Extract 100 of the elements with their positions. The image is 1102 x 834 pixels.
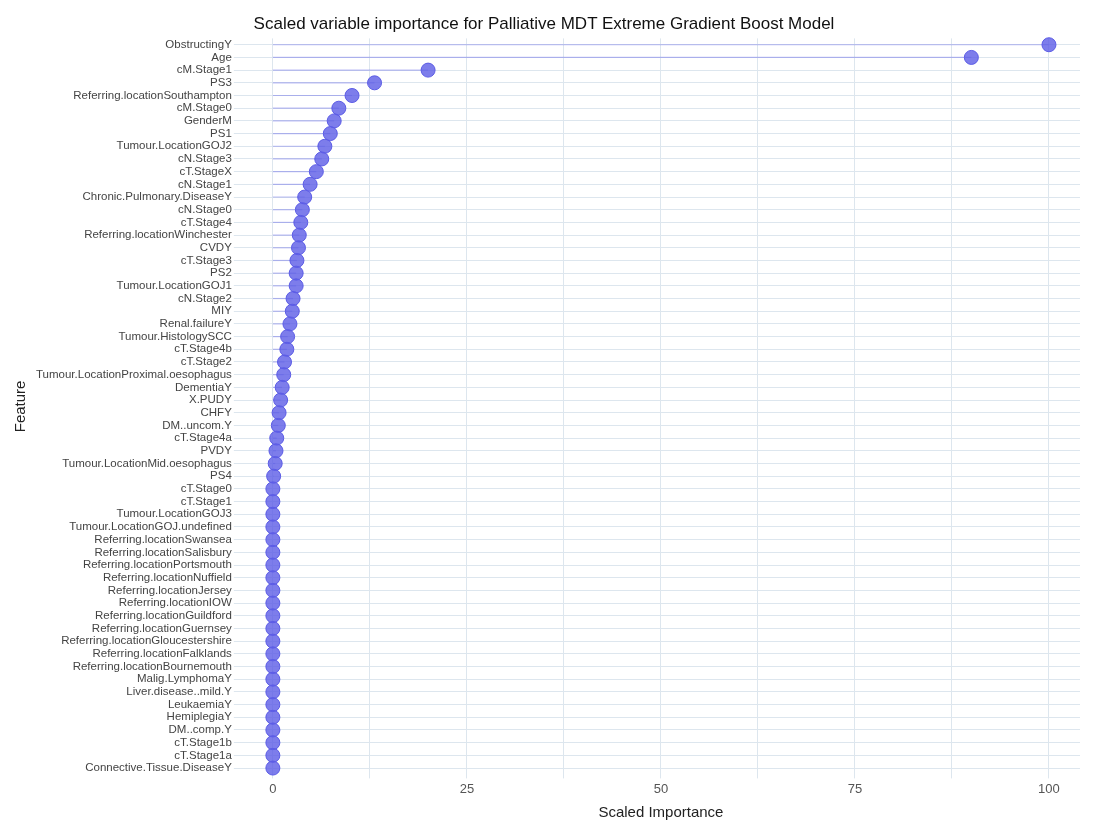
point	[280, 329, 296, 345]
y-tick-label: Tumour.LocationGOJ.undefined	[69, 520, 232, 533]
y-tick-label: cN.Stage3	[178, 152, 232, 165]
point	[265, 747, 281, 763]
y-tick-label: CHFY	[200, 405, 233, 418]
point	[265, 709, 281, 725]
point	[265, 684, 281, 700]
x-tick-label: 75	[847, 780, 863, 796]
point	[265, 544, 281, 560]
point	[322, 126, 338, 142]
y-tick-label: PVDY	[200, 443, 233, 456]
x-tick-label: 25	[459, 780, 475, 796]
chart-title: Scaled variable importance for Palliative MDT Extreme Gradient Boost Model	[253, 13, 835, 33]
point	[276, 367, 292, 383]
y-tick-label: cT.Stage0	[180, 482, 232, 495]
point	[963, 49, 979, 65]
point	[265, 760, 281, 776]
point	[265, 608, 281, 624]
x-tick-label: 100	[1038, 780, 1060, 796]
y-tick-label: cT.Stage4b	[174, 342, 232, 355]
point	[331, 100, 347, 116]
point	[265, 697, 281, 713]
point	[294, 202, 310, 218]
point	[265, 557, 281, 573]
y-tick-label: Malig.LymphomaY	[137, 672, 233, 685]
point	[367, 75, 383, 91]
point	[420, 62, 436, 78]
y-tick-label: Referring.locationBournemouth	[72, 659, 232, 672]
y-tick-label: DM..comp.Y	[168, 723, 233, 736]
point	[285, 291, 301, 307]
point	[265, 620, 281, 636]
y-tick-label: Chronic.Pulmonary.DiseaseY	[82, 190, 233, 203]
x-axis-title: Scaled Importance	[598, 803, 724, 821]
point	[265, 646, 281, 662]
y-tick-label: Referring.locationSwansea	[94, 532, 233, 545]
y-tick-label: LeukaemiaY	[167, 697, 233, 710]
point	[267, 456, 283, 471]
point	[268, 443, 284, 459]
point	[269, 430, 285, 446]
y-tick-label: cT.Stage4a	[174, 431, 233, 444]
y-tick-label: CVDY	[199, 240, 233, 253]
y-tick-label: cT.Stage1b	[174, 735, 232, 748]
y-tick-label: Referring.locationFalklands	[92, 647, 233, 660]
point	[274, 379, 290, 395]
point	[265, 481, 281, 497]
point	[302, 176, 318, 192]
point	[344, 88, 360, 103]
point	[314, 151, 330, 167]
point	[265, 506, 281, 522]
y-tick-label: cT.Stage3	[180, 253, 232, 266]
point	[308, 164, 324, 180]
y-tick-label: Tumour.LocationGOJ3	[116, 507, 232, 520]
y-tick-label: cM.Stage0	[176, 101, 232, 114]
x-tick-label: 50	[653, 780, 669, 796]
point	[265, 595, 281, 611]
point	[273, 392, 289, 408]
y-tick-label: Referring.locationPortsmouth	[82, 558, 232, 571]
y-tick-label: Tumour.HistologySCC	[118, 329, 232, 342]
y-tick-label: Referring.locationNuffield	[102, 570, 232, 583]
point	[1041, 37, 1057, 53]
y-tick-label: HemiplegiaY	[166, 710, 233, 723]
point	[265, 570, 281, 586]
y-tick-label: Referring.locationJersey	[107, 583, 233, 596]
point	[265, 494, 281, 510]
point	[282, 316, 298, 332]
point	[265, 722, 281, 738]
y-tick-label: PS1	[210, 126, 232, 139]
y-tick-label: Referring.locationGuernsey	[91, 621, 233, 634]
y-tick-label: Connective.Tissue.DiseaseY	[85, 761, 233, 774]
y-tick-label: X.PUDY	[189, 393, 233, 406]
point	[279, 341, 295, 357]
y-tick-label: ObstructingY	[165, 37, 233, 50]
y-axis-title: Feature	[11, 380, 29, 433]
point	[326, 113, 342, 129]
y-tick-label: cM.Stage1	[176, 63, 232, 76]
point	[265, 671, 281, 687]
point	[277, 354, 293, 370]
y-tick-label: Tumour.LocationProximal.oesophagus	[36, 367, 233, 380]
point	[265, 582, 281, 598]
y-tick-label: Tumour.LocationGOJ1	[116, 279, 232, 292]
y-tick-label: cN.Stage2	[178, 291, 232, 304]
point	[288, 278, 304, 294]
y-tick-label: Referring.locationSalisbury	[94, 545, 233, 558]
y-tick-label: DementiaY	[174, 380, 233, 393]
y-tick-label: cN.Stage1	[178, 177, 232, 190]
point	[288, 265, 304, 281]
point	[265, 519, 281, 535]
point	[265, 532, 281, 548]
y-tick-label: Referring.locationWinchester	[84, 228, 232, 241]
y-tick-label: cN.Stage0	[178, 202, 232, 215]
y-tick-label: cT.Stage2	[180, 355, 232, 368]
x-tick-label: 0	[269, 780, 277, 796]
y-tick-label: Referring.locationGloucestershire	[61, 634, 232, 647]
point	[270, 417, 286, 433]
point	[289, 252, 305, 268]
point	[265, 633, 281, 649]
y-tick-label: Liver.disease..mild.Y	[126, 685, 233, 698]
point	[290, 240, 306, 256]
point	[265, 735, 281, 751]
point	[271, 405, 287, 421]
